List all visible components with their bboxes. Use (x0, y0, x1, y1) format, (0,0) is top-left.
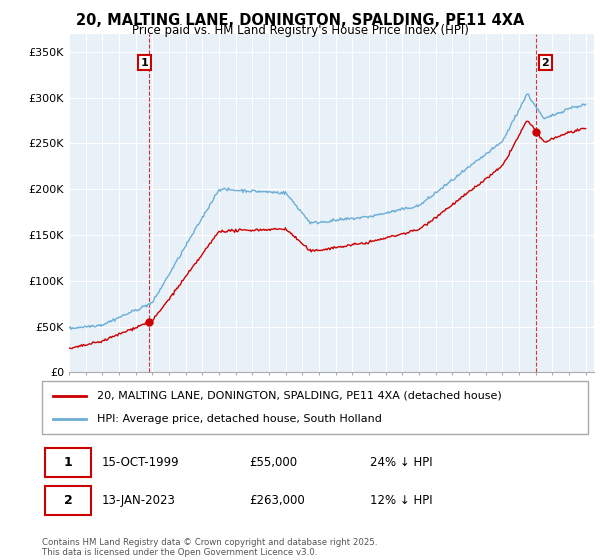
FancyBboxPatch shape (45, 486, 91, 515)
FancyBboxPatch shape (42, 381, 588, 434)
Text: 15-OCT-1999: 15-OCT-1999 (102, 456, 179, 469)
Text: Contains HM Land Registry data © Crown copyright and database right 2025.
This d: Contains HM Land Registry data © Crown c… (42, 538, 377, 557)
Text: 12% ↓ HPI: 12% ↓ HPI (370, 494, 432, 507)
Text: Price paid vs. HM Land Registry's House Price Index (HPI): Price paid vs. HM Land Registry's House … (131, 24, 469, 37)
Text: 20, MALTING LANE, DONINGTON, SPALDING, PE11 4XA: 20, MALTING LANE, DONINGTON, SPALDING, P… (76, 13, 524, 28)
Text: 20, MALTING LANE, DONINGTON, SPALDING, PE11 4XA (detached house): 20, MALTING LANE, DONINGTON, SPALDING, P… (97, 391, 502, 401)
Text: 1: 1 (140, 58, 148, 68)
Text: 24% ↓ HPI: 24% ↓ HPI (370, 456, 432, 469)
Text: £263,000: £263,000 (250, 494, 305, 507)
Text: HPI: Average price, detached house, South Holland: HPI: Average price, detached house, Sout… (97, 414, 382, 424)
Text: 2: 2 (541, 58, 549, 68)
Text: 2: 2 (64, 494, 73, 507)
Text: £55,000: £55,000 (250, 456, 298, 469)
FancyBboxPatch shape (45, 448, 91, 477)
Text: 1: 1 (64, 456, 73, 469)
Text: 13-JAN-2023: 13-JAN-2023 (102, 494, 176, 507)
